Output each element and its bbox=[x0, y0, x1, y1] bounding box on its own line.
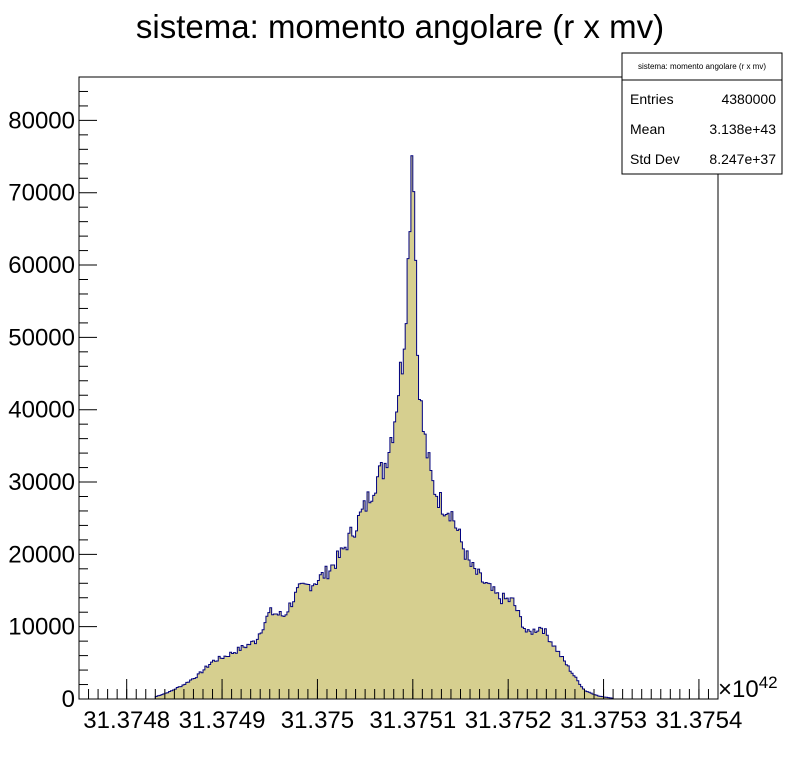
x-tick-label: 31.375 bbox=[281, 707, 354, 734]
plot-area bbox=[78, 76, 719, 700]
histogram-bars bbox=[145, 155, 625, 700]
stats-mean-label: Mean bbox=[630, 121, 665, 137]
stats-box: sistema: momento angolare (r x mv) Entri… bbox=[621, 52, 783, 175]
chart-title: sistema: momento angolare (r x mv) bbox=[136, 8, 664, 45]
stats-box-frame bbox=[621, 52, 783, 175]
x-axis-multiplier-base: ×10 bbox=[718, 676, 759, 703]
y-tick-label: 80000 bbox=[8, 107, 75, 134]
stats-entries-label: Entries bbox=[630, 91, 674, 107]
stats-entries-value: 4380000 bbox=[721, 91, 776, 107]
y-tick-label: 0 bbox=[62, 686, 75, 713]
y-tick-label: 30000 bbox=[8, 469, 75, 496]
stats-box-title: sistema: momento angolare (r x mv) bbox=[638, 62, 766, 71]
y-axis: 0 10000 20000 30000 40000 50000 60000 70000 8000… bbox=[8, 76, 97, 713]
x-tick-label: 31.3753 bbox=[560, 707, 647, 734]
stats-mean-value: 3.138e+43 bbox=[709, 121, 776, 137]
y-tick-label: 10000 bbox=[8, 614, 75, 641]
y-tick-label: 20000 bbox=[8, 541, 75, 568]
y-tick-label: 70000 bbox=[8, 180, 75, 207]
x-tick-label: 31.3751 bbox=[369, 707, 456, 734]
x-tick-label: 31.3754 bbox=[656, 707, 743, 734]
y-tick-label: 40000 bbox=[8, 397, 75, 424]
x-axis-multiplier-exponent: 42 bbox=[759, 673, 778, 692]
stats-stddev-value: 8.247e+37 bbox=[709, 151, 776, 167]
stats-stddev-label: Std Dev bbox=[630, 151, 680, 167]
y-tick-label: 60000 bbox=[8, 252, 75, 279]
x-tick-label: 31.3749 bbox=[179, 707, 266, 734]
y-tick-label: 50000 bbox=[8, 324, 75, 351]
plot-frame bbox=[78, 76, 719, 700]
x-axis: 31.3748 31.3749 31.375 31.3751 31.3752 31.375… bbox=[78, 679, 743, 734]
x-tick-label: 31.3748 bbox=[83, 707, 170, 734]
x-tick-label: 31.3752 bbox=[465, 707, 552, 734]
x-axis-multiplier: ×1042 bbox=[718, 673, 778, 703]
